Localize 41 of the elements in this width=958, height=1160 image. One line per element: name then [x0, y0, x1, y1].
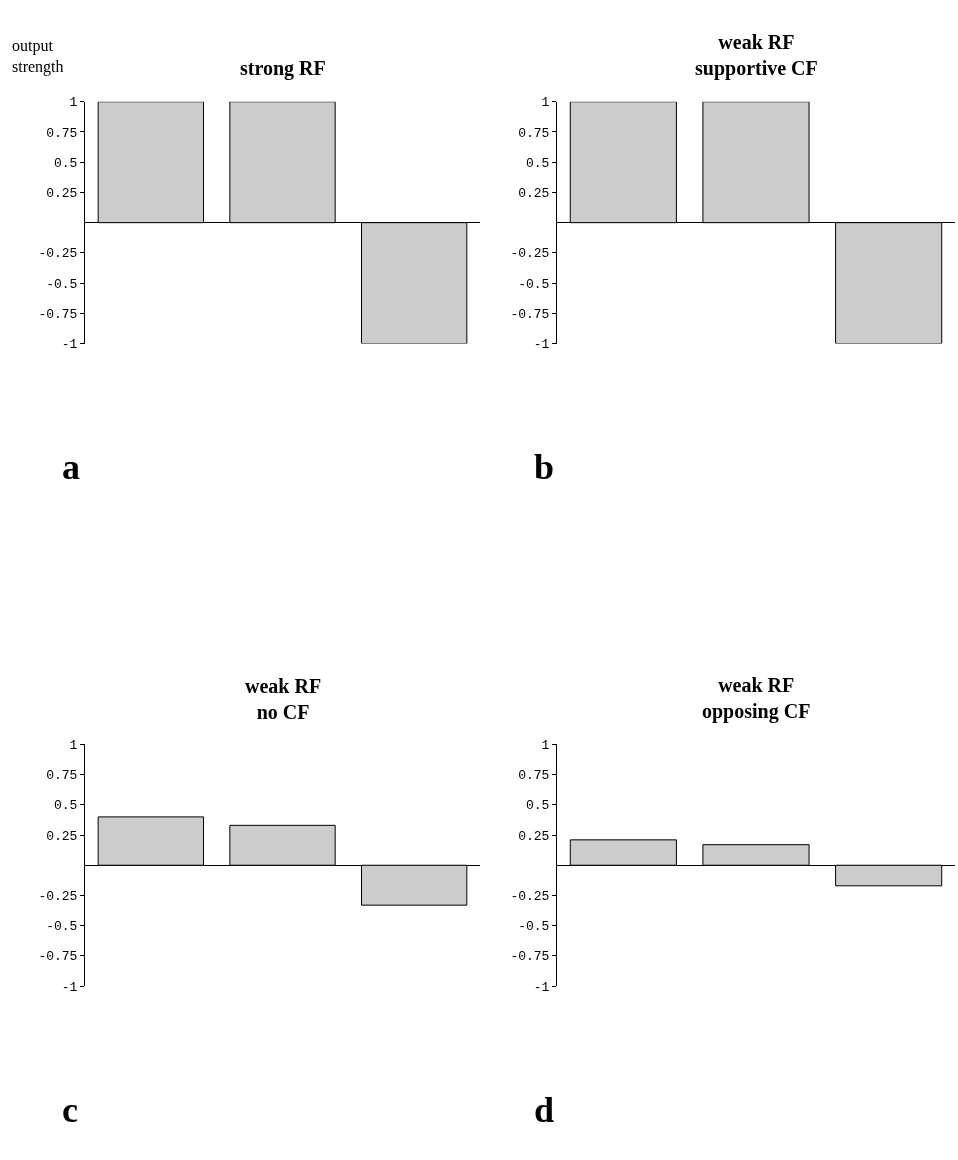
y-tick-label: -0.25 [510, 889, 550, 905]
y-tick-label: 0.75 [46, 125, 78, 141]
y-tick-label: -0.5 [46, 919, 78, 935]
y-tick-label: 0.5 [53, 155, 78, 171]
text: c [62, 1090, 78, 1130]
y-tick-label: 1 [541, 95, 550, 111]
y-tick-label: -1 [61, 979, 78, 995]
y-tick-label: -1 [533, 979, 550, 995]
y-tick-label: -0.75 [510, 306, 550, 322]
y-tick-label: -0.5 [518, 276, 550, 292]
text: d [534, 1090, 555, 1130]
y-tick-label: -0.75 [510, 949, 550, 965]
chart-title: weak RF no CF [245, 675, 322, 723]
y-tick-label: -0.5 [518, 919, 550, 935]
y-tick-label: 1 [541, 737, 550, 753]
y-axis-title: output strength [12, 37, 64, 76]
y-tick-label: 0.75 [518, 768, 550, 784]
y-tick-label: 0.5 [53, 798, 78, 814]
y-tick-label: 1 [69, 737, 78, 753]
y-tick-label: 0.25 [518, 828, 550, 844]
y-tick-label: 1 [69, 95, 78, 111]
chart-title: weak RF supportive CF [695, 31, 818, 80]
y-tick-label: -0.75 [38, 949, 78, 965]
y-tick-label: 0.75 [518, 125, 550, 141]
y-tick-label: 0.25 [46, 185, 78, 201]
y-tick-label: 0.25 [518, 185, 550, 201]
y-tick-label: 0.5 [525, 798, 550, 814]
y-tick-label: -0.75 [38, 306, 78, 322]
text: b [534, 447, 555, 487]
y-tick-label: -0.25 [510, 246, 550, 262]
text: a [62, 447, 80, 487]
y-tick-label: 0.75 [46, 768, 78, 784]
y-tick-label: -0.5 [46, 276, 78, 292]
y-tick-label: 0.25 [46, 828, 78, 844]
y-tick-label: -0.25 [38, 246, 78, 262]
y-tick-label: -0.25 [38, 889, 78, 905]
chart-title: strong RF [240, 57, 326, 80]
y-tick-label: -1 [533, 337, 550, 353]
chart-title: weak RF opposing CF [702, 674, 811, 723]
y-tick-label: -1 [61, 337, 78, 353]
y-tick-label: 0.5 [525, 155, 550, 171]
